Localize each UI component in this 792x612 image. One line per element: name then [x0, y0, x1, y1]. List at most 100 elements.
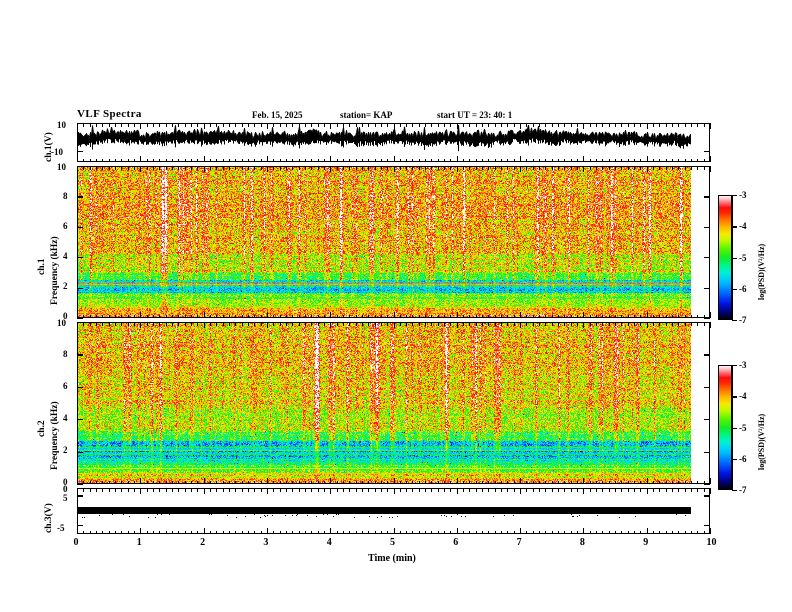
- axis-tick: [431, 488, 433, 492]
- axis-tick: [615, 530, 617, 534]
- axis-tick: [368, 158, 370, 162]
- axis-tick: [323, 480, 325, 484]
- figure-start-ut: start UT = 23: 40: 1: [437, 110, 513, 120]
- axis-tick: [178, 480, 180, 484]
- axis-tick: [83, 166, 85, 170]
- axis-tick: [342, 480, 344, 484]
- axis-tick: [266, 488, 268, 494]
- axis-tick: [298, 322, 300, 326]
- axis-tick: [83, 530, 85, 534]
- axis-tick: [317, 530, 319, 534]
- axis-tick: [425, 480, 427, 484]
- axis-tick: [374, 314, 376, 318]
- axis-tick: [380, 166, 382, 170]
- axis-tick: [260, 530, 262, 534]
- axis-tick: [532, 322, 534, 326]
- axis-tick: [450, 158, 452, 162]
- axis-tick: [152, 488, 154, 492]
- axis-tick: [704, 419, 710, 421]
- ch1-spectrogram-panel: [77, 166, 710, 318]
- axis-tick: [254, 158, 256, 162]
- axis-tick: [475, 530, 477, 534]
- axis-tick: [330, 312, 332, 318]
- axis-tick: [456, 156, 458, 162]
- axis-tick: [260, 158, 262, 162]
- axis-tick: [114, 123, 116, 127]
- axis-tick: [89, 530, 91, 534]
- axis-tick: [165, 158, 167, 162]
- axis-tick: [570, 322, 572, 326]
- axis-tick: [608, 314, 610, 318]
- x-tick-10: 10: [706, 537, 717, 548]
- axis-tick: [171, 158, 173, 162]
- axis-tick: [494, 488, 496, 492]
- axis-tick: [653, 166, 655, 170]
- axis-tick: [558, 314, 560, 318]
- axis-tick: [551, 123, 553, 127]
- axis-tick: [418, 166, 420, 170]
- axis-tick: [178, 488, 180, 492]
- axis-tick: [570, 480, 572, 484]
- axis-tick: [184, 480, 186, 484]
- axis-tick: [330, 478, 332, 484]
- axis-tick: [304, 314, 306, 318]
- axis-tick: [558, 488, 560, 492]
- x-axis-title: Time (min): [368, 553, 416, 564]
- axis-tick: [247, 322, 249, 326]
- axis-tick: [292, 480, 294, 484]
- axis-tick: [247, 166, 249, 170]
- axis-tick: [330, 488, 332, 494]
- axis-tick: [475, 480, 477, 484]
- axis-tick: [121, 488, 123, 492]
- axis-tick: [513, 530, 515, 534]
- axis-tick: [684, 322, 686, 326]
- axis-tick: [475, 158, 477, 162]
- axis-tick: [558, 158, 560, 162]
- axis-tick: [393, 488, 395, 494]
- axis-tick: [184, 322, 186, 326]
- axis-tick: [456, 166, 458, 172]
- axis-tick: [684, 123, 686, 127]
- axis-tick: [292, 530, 294, 534]
- axis-tick: [577, 480, 579, 484]
- axis-tick: [577, 488, 579, 492]
- axis-tick: [184, 158, 186, 162]
- axis-tick: [266, 312, 268, 318]
- axis-tick: [564, 530, 566, 534]
- axis-tick: [704, 451, 710, 453]
- axis-tick: [621, 322, 623, 326]
- axis-tick: [545, 314, 547, 318]
- axis-tick: [133, 314, 135, 318]
- axis-tick: [203, 312, 205, 318]
- axis-tick: [387, 314, 389, 318]
- axis-tick: [241, 488, 243, 492]
- axis-tick: [235, 166, 237, 170]
- axis-tick: [393, 478, 395, 484]
- ch1-spec-ytick-2: 2: [63, 281, 68, 291]
- axis-tick: [399, 530, 401, 534]
- x-tick-1: 1: [136, 537, 142, 548]
- axis-tick: [323, 488, 325, 492]
- axis-tick: [95, 158, 97, 162]
- axis-tick: [691, 322, 692, 326]
- ch1-waveform-panel: [77, 123, 710, 162]
- axis-tick: [77, 156, 78, 162]
- axis-tick: [507, 166, 509, 170]
- axis-tick: [551, 322, 553, 326]
- axis-tick: [140, 123, 142, 129]
- axis-tick: [77, 166, 78, 172]
- axis-tick: [171, 166, 173, 170]
- axis-tick: [374, 322, 376, 326]
- axis-tick: [146, 480, 148, 484]
- axis-tick: [393, 322, 395, 328]
- axis-tick: [127, 488, 129, 492]
- axis-tick: [361, 480, 363, 484]
- axis-tick: [469, 480, 471, 484]
- axis-tick: [247, 530, 249, 534]
- axis-tick: [209, 123, 211, 127]
- axis-tick: [703, 480, 705, 484]
- axis-tick: [564, 488, 566, 492]
- axis-tick: [279, 488, 281, 492]
- axis-tick: [228, 322, 230, 326]
- axis-tick: [355, 166, 357, 170]
